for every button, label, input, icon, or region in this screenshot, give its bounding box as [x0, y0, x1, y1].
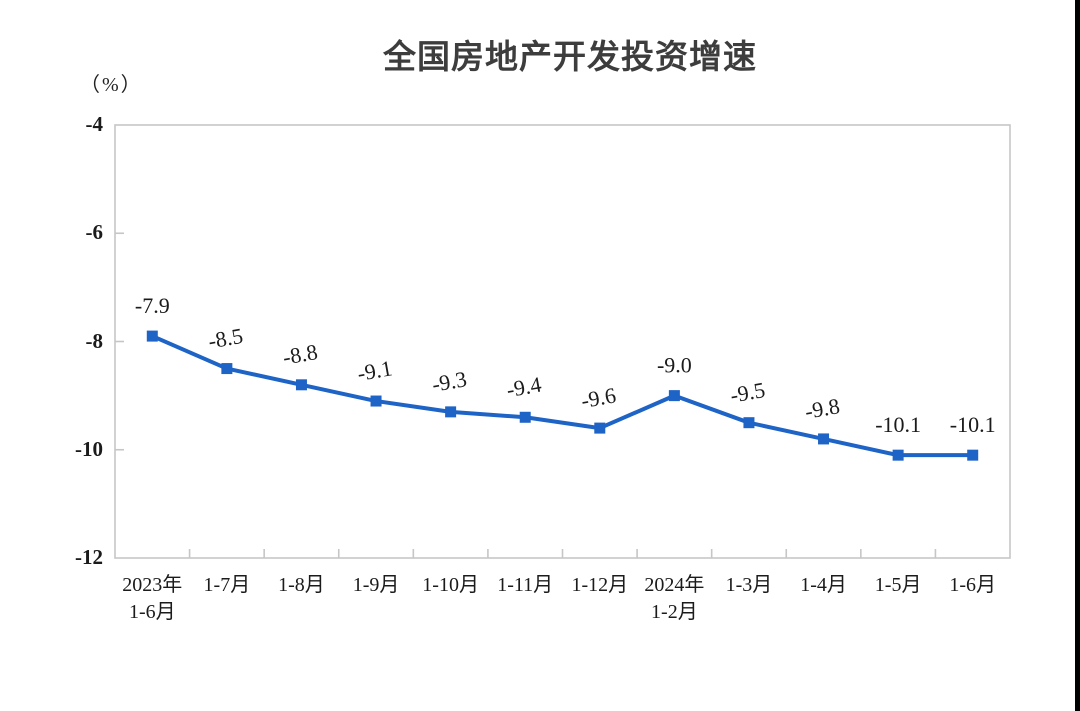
data-point-label: -8.5	[206, 323, 245, 354]
data-point-label: -9.1	[355, 355, 394, 386]
x-axis-category-label-line: 1-4月	[800, 574, 847, 596]
data-point-marker	[370, 395, 382, 407]
data-point-label: -9.0	[657, 353, 692, 378]
data-point-marker	[445, 406, 457, 418]
x-axis-category-label: 2023年 1-6月	[97, 572, 207, 626]
x-axis-category-label: 1-12月	[545, 572, 655, 599]
x-axis-category-label: 1-11月	[470, 572, 580, 599]
x-axis-category-label: 1-3月	[694, 572, 804, 599]
data-point-marker	[967, 449, 979, 461]
x-axis-category-label-line: 1-6月	[128, 601, 176, 623]
x-axis-category-label: 2024年 1-2月	[619, 572, 729, 626]
data-point-marker	[668, 390, 680, 402]
x-axis-category-label-line: 1-3月	[725, 574, 773, 596]
data-point-label: -9.4	[505, 372, 544, 403]
x-axis-category-label-line: 1-10月	[422, 574, 479, 596]
x-axis-category-label-line: 1-11月	[497, 574, 554, 596]
data-point-marker	[519, 411, 531, 423]
data-point-marker	[818, 433, 830, 445]
data-point-label: -8.8	[281, 339, 320, 370]
y-axis-tick-label: -6	[85, 220, 104, 245]
x-axis-category-label-line: 1-6月	[949, 574, 997, 596]
y-axis-tick-label: -4	[85, 112, 104, 136]
y-axis-tick-label: -10	[75, 436, 103, 461]
data-point-marker	[892, 449, 904, 461]
x-axis-category-label-line: 1-5月	[874, 574, 922, 596]
data-point-label: -10.1	[950, 412, 996, 437]
data-point-label: -9.6	[579, 382, 618, 413]
x-axis-category-label-line: 1-2月	[651, 601, 698, 623]
x-axis-category-label-line: 2023年	[122, 574, 183, 596]
x-axis-category-label: 1-8月	[246, 572, 356, 599]
x-axis-category-label-line: 1-7月	[203, 574, 251, 596]
x-axis-category-label: 1-10月	[396, 572, 506, 599]
data-point-label: -10.1	[875, 412, 921, 437]
data-point-marker	[146, 330, 158, 342]
x-axis-category-label-line: 2024年	[644, 574, 705, 596]
x-axis-category-label: 1-9月	[321, 572, 431, 599]
data-point-label: -9.5	[728, 377, 767, 408]
data-point-marker	[221, 363, 233, 375]
data-point-label: -9.3	[430, 366, 469, 397]
screenshot-right-edge-bar	[1075, 0, 1080, 711]
y-axis-unit-label: （%）	[80, 74, 143, 96]
y-axis-tick-label: -12	[75, 545, 103, 569]
plot-area-border	[114, 124, 1011, 559]
x-axis-category-label-line: 1-12月	[571, 574, 629, 596]
data-line	[150, 334, 975, 458]
data-point-marker	[594, 422, 606, 434]
data-point-label: -9.8	[803, 393, 842, 424]
x-axis-category-label: 1-4月	[769, 572, 879, 599]
data-point-marker	[295, 379, 307, 391]
x-axis-category-label-line: 1-9月	[352, 574, 400, 596]
chart-title: 全国房地产开发投资增速	[383, 38, 757, 75]
x-axis-category-label-line: 1-8月	[278, 574, 325, 596]
data-point-marker	[743, 417, 755, 429]
y-axis-tick-label: -8	[85, 328, 104, 353]
x-axis-category-label: 1-7月	[172, 572, 282, 599]
x-axis-category-label: 1-6月	[918, 572, 1028, 599]
data-point-label: -7.9	[135, 293, 170, 318]
x-axis-category-label: 1-5月	[843, 572, 953, 599]
